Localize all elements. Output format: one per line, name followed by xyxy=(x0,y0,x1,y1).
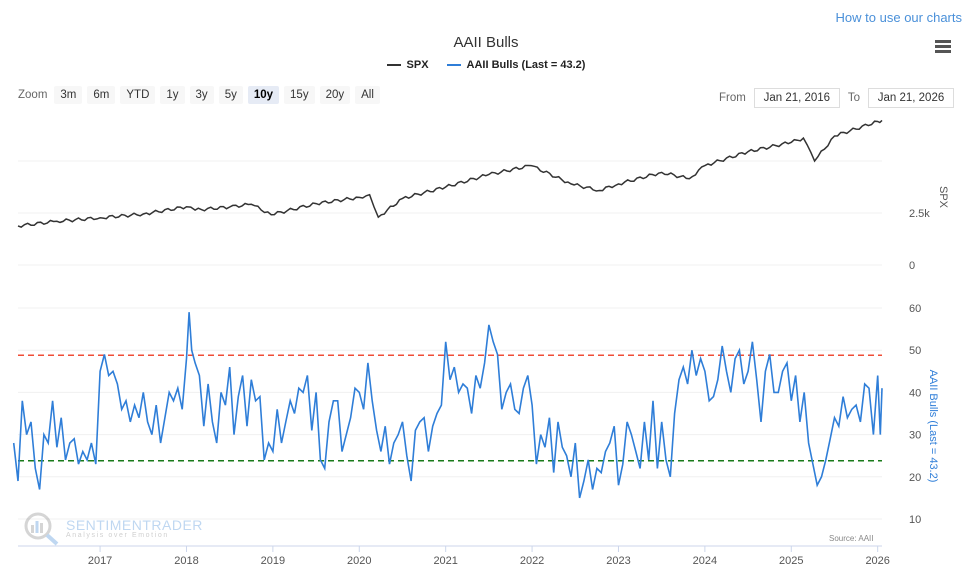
watermark-name: SENTIMENTRADER xyxy=(66,516,203,533)
svg-text:2017: 2017 xyxy=(88,555,112,567)
zoom-button-5y[interactable]: 5y xyxy=(218,86,243,104)
svg-text:2025: 2025 xyxy=(779,555,803,567)
svg-text:2024: 2024 xyxy=(693,555,717,567)
zoom-button-3y[interactable]: 3y xyxy=(189,86,214,104)
aaii-line-swatch-icon xyxy=(446,64,461,66)
svg-text:2018: 2018 xyxy=(174,555,198,567)
svg-text:2.5k: 2.5k xyxy=(909,208,930,220)
spx-axis-title: SPX xyxy=(937,186,949,209)
zoom-button-20y[interactable]: 20y xyxy=(319,86,351,104)
legend: SPX AAII Bulls (Last = 43.2) xyxy=(0,59,972,71)
watermark-logo-icon xyxy=(24,512,59,546)
spx-line-swatch-icon xyxy=(386,64,401,66)
zoom-button-3m[interactable]: 3m xyxy=(54,86,83,104)
from-date-input[interactable] xyxy=(753,88,840,108)
zoom-button-1y[interactable]: 1y xyxy=(160,86,185,104)
svg-text:2022: 2022 xyxy=(520,555,544,567)
from-label: From xyxy=(719,92,746,104)
svg-text:2020: 2020 xyxy=(347,555,371,567)
zoom-selector: Zoom 3m 6m YTD 1y 3y 5y 10y 15y 20y All xyxy=(18,86,385,104)
svg-text:10: 10 xyxy=(909,514,921,526)
threshold-lines xyxy=(18,354,882,462)
legend-label-aaii-bulls: AAII Bulls (Last = 43.2) xyxy=(466,59,586,71)
legend-item-aaii-bulls[interactable]: AAII Bulls (Last = 43.2) xyxy=(446,59,586,71)
to-date-input[interactable] xyxy=(868,88,954,108)
gridlines xyxy=(18,160,882,520)
svg-text:50: 50 xyxy=(909,345,921,357)
aaii-axis-title: AAII Bulls (Last = 43.2) xyxy=(927,370,939,483)
zoom-button-10y[interactable]: 10y xyxy=(247,86,280,104)
date-range: From To xyxy=(719,88,954,108)
x-axis-ticks: 2017 2018 2019 2020 2021 2022 2023 2024 2025 2026 xyxy=(88,546,890,567)
svg-text:2023: 2023 xyxy=(606,555,630,567)
chart-title: AAII Bulls xyxy=(453,34,519,51)
svg-text:0: 0 xyxy=(909,260,915,272)
legend-label-spx: SPX xyxy=(406,59,429,71)
spx-line xyxy=(17,119,883,228)
zoom-button-ytd[interactable]: YTD xyxy=(120,86,156,104)
aaii-bulls-line xyxy=(12,312,883,499)
watermark-tagline: Analysis over Emotion xyxy=(66,531,169,539)
svg-text:40: 40 xyxy=(909,387,921,399)
svg-text:20: 20 xyxy=(909,472,921,484)
hamburger-menu-icon[interactable] xyxy=(935,40,951,54)
svg-text:2026: 2026 xyxy=(865,555,889,567)
svg-text:2021: 2021 xyxy=(433,555,457,567)
legend-item-spx[interactable]: SPX xyxy=(386,59,429,71)
zoom-button-6m[interactable]: 6m xyxy=(87,86,116,104)
sentimentrader-watermark: SENTIMENTRADER Analysis over Emotion xyxy=(22,510,203,546)
svg-text:30: 30 xyxy=(909,430,921,442)
zoom-label: Zoom xyxy=(18,89,48,101)
svg-text:60: 60 xyxy=(909,303,921,315)
how-to-use-charts-link[interactable]: How to use our charts xyxy=(835,10,962,25)
zoom-button-all[interactable]: All xyxy=(355,86,380,104)
source-label: Source: AAII xyxy=(829,534,874,543)
to-label: To xyxy=(847,92,860,104)
zoom-button-15y[interactable]: 15y xyxy=(284,86,315,104)
svg-text:2019: 2019 xyxy=(261,555,285,567)
y-axis-ticks: 0 2.5k 10 20 30 40 50 60 xyxy=(909,208,930,526)
